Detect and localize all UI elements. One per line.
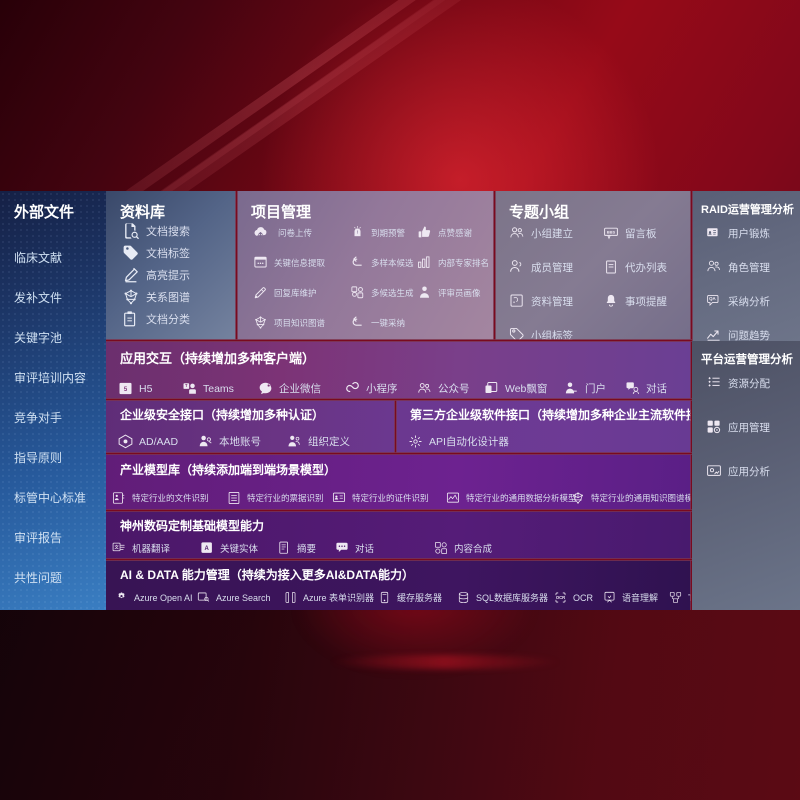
svg-text:!: ! [357, 230, 358, 235]
svg-text:文: 文 [114, 544, 119, 551]
svg-text:QA: QA [709, 296, 716, 301]
svg-text:BBS: BBS [607, 229, 616, 234]
svg-text:A: A [205, 546, 210, 552]
svg-text:OCR: OCR [556, 595, 565, 600]
